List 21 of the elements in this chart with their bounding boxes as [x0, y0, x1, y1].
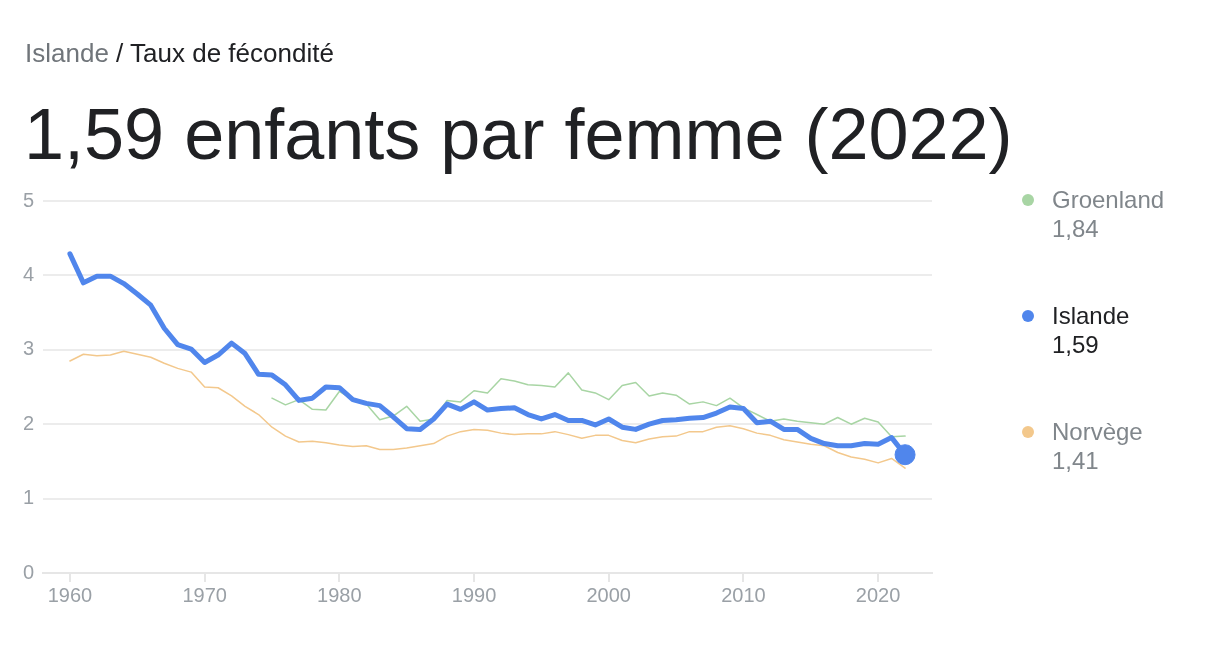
text: 1,59 [1052, 330, 1100, 360]
x-tick-label: 1980 [317, 583, 362, 606]
y-tick-label: 5 [22, 188, 34, 211]
y-tick-label: 3 [22, 337, 34, 360]
legend-label: Groenland [1052, 186, 1166, 214]
x-tick-label: 1990 [451, 583, 497, 606]
chart-title: 1,59 enfants par femme (2022) [24, 93, 1013, 176]
y-tick-label: 2 [22, 411, 34, 434]
y-tick-label: 1 [22, 486, 34, 509]
y-tick-label: 4 [22, 262, 34, 285]
x-tick-label: 2000 [586, 583, 631, 606]
text: 1,84 [1052, 214, 1100, 244]
y-tick-label: 0 [22, 560, 34, 583]
x-tick-label: 2010 [721, 583, 766, 606]
legend-label: Islande [1052, 302, 1131, 330]
x-tick-label: 1970 [182, 583, 227, 606]
legend-label: Norvège [1052, 418, 1144, 446]
x-tick-label: 2020 [855, 583, 901, 606]
text: 1,41 [1052, 446, 1100, 476]
chart-subtitle: Islande / Taux de fécondité [25, 38, 334, 68]
x-tick-label: 1960 [47, 583, 93, 606]
